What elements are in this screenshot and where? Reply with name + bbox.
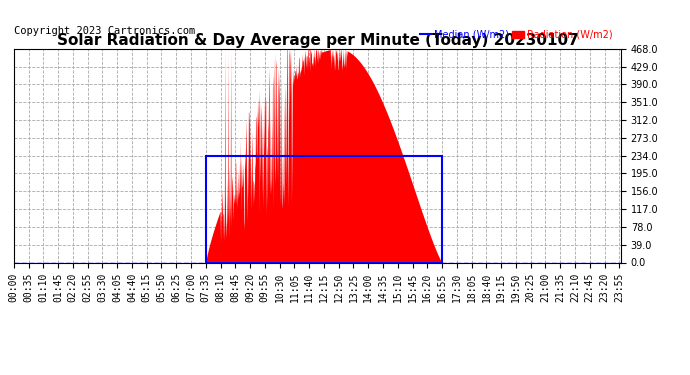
Title: Solar Radiation & Day Average per Minute (Today) 20230107: Solar Radiation & Day Average per Minute…	[57, 33, 578, 48]
Text: Copyright 2023 Cartronics.com: Copyright 2023 Cartronics.com	[14, 26, 195, 36]
Legend: Median (W/m2), Radiation (W/m2): Median (W/m2), Radiation (W/m2)	[415, 26, 616, 44]
Bar	[206, 156, 442, 262]
